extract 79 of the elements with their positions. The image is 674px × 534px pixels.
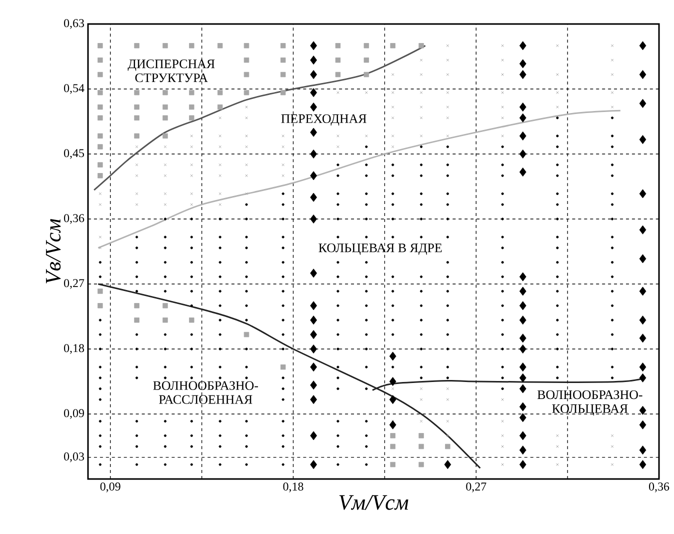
point	[364, 43, 369, 48]
point	[244, 58, 250, 63]
y-tick-label: 0,63	[64, 19, 84, 29]
point	[445, 444, 450, 450]
point	[162, 43, 168, 48]
point	[98, 43, 103, 48]
point	[162, 318, 168, 323]
point	[189, 43, 194, 48]
annotation: КОЛЬЦЕВАЯ В ЯДРЕ	[318, 244, 442, 255]
point	[244, 72, 250, 78]
point	[189, 104, 194, 110]
point	[280, 364, 286, 370]
point	[134, 104, 140, 110]
y-tick-label: 0,18	[64, 344, 84, 354]
x-tick-label: 0,36	[649, 482, 670, 492]
point	[189, 115, 194, 120]
point	[390, 462, 396, 468]
x-tick-label: 0,09	[100, 482, 120, 492]
point	[162, 90, 168, 96]
point	[189, 90, 194, 96]
point	[364, 72, 369, 78]
point	[134, 115, 140, 120]
point	[98, 303, 103, 308]
point	[418, 444, 424, 450]
point	[98, 90, 103, 96]
point	[98, 72, 103, 78]
point	[134, 303, 140, 308]
point	[418, 43, 424, 48]
point	[98, 162, 103, 168]
point	[162, 115, 168, 120]
point	[98, 173, 103, 178]
point	[244, 332, 250, 338]
point	[217, 104, 223, 110]
y-tick-label: 0,54	[64, 84, 84, 94]
point	[335, 43, 341, 48]
point	[189, 318, 194, 323]
point	[244, 43, 250, 48]
point	[244, 90, 250, 96]
point	[134, 318, 140, 323]
line-series	[93, 44, 426, 191]
point	[280, 43, 286, 48]
point	[280, 58, 286, 63]
point	[390, 444, 396, 450]
annotation: ПЕРЕХОДНАЯ	[281, 114, 366, 126]
point	[364, 58, 369, 63]
y-tick-label: 0,45	[64, 149, 84, 159]
point	[98, 115, 103, 120]
point	[98, 104, 103, 110]
point	[335, 72, 341, 78]
point	[162, 104, 168, 110]
y-tick-label: 0,03	[64, 452, 84, 462]
point	[390, 43, 396, 48]
annotation: ВОЛНООБРАЗНО-РАССЛОЕННАЯ	[153, 381, 258, 404]
point	[280, 90, 286, 96]
point	[217, 43, 223, 48]
point	[98, 288, 103, 294]
point	[162, 303, 168, 308]
x-tick-label: 0,27	[466, 482, 486, 492]
point	[418, 462, 424, 468]
point	[162, 133, 168, 139]
point	[98, 58, 103, 63]
y-axis-title: Vв/Vсм	[46, 218, 61, 284]
point	[418, 433, 424, 438]
y-tick-label: 0,27	[64, 279, 84, 289]
annotation: ВОЛНООБРАЗНО-КОЛЬЦЕВАЯ	[537, 390, 642, 416]
point	[134, 43, 140, 48]
point	[98, 133, 103, 139]
x-tick-label: 0,18	[283, 482, 304, 492]
point	[134, 133, 140, 139]
point	[390, 433, 396, 438]
point	[335, 58, 341, 63]
annotation: ДИСПЕРСНАЯ СТРУКТУРА	[128, 60, 215, 82]
y-tick-label: 0,36	[64, 214, 84, 224]
point	[217, 90, 223, 96]
point	[134, 90, 140, 96]
x-axis-title: Vм/Vсм	[339, 495, 408, 510]
point	[280, 72, 286, 78]
point	[98, 144, 103, 150]
y-tick-label: 0,09	[64, 409, 84, 419]
